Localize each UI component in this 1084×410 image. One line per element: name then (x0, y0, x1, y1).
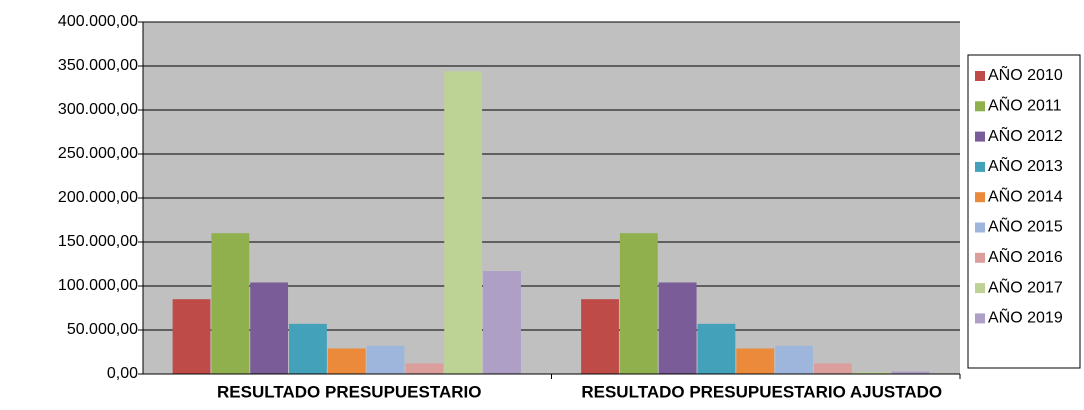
legend-swatch (975, 192, 985, 203)
bar (697, 323, 736, 374)
legend-swatch (975, 161, 985, 172)
bar (327, 348, 366, 374)
legend-label: AÑO 2011 (988, 95, 1062, 115)
bar (211, 233, 250, 374)
legend-swatch (975, 283, 985, 294)
bar (813, 363, 852, 374)
legend-swatch (975, 71, 985, 81)
legend-label: AÑO 2010 (988, 64, 1063, 84)
y-tick-label: 50.000,00 (67, 321, 138, 338)
bar (852, 372, 891, 374)
bar (775, 345, 813, 374)
y-tick-label: 300.000,00 (58, 101, 138, 118)
bar (172, 299, 211, 374)
bar (405, 363, 444, 374)
bar (736, 348, 775, 374)
y-tick-label: 350.000,00 (58, 57, 138, 74)
y-tick-label: 150.000,00 (58, 233, 138, 250)
x-tick-label: RESULTADO PRESUPUESTARIO AJUSTADO (581, 382, 942, 401)
legend-swatch (975, 131, 985, 142)
bar (366, 345, 405, 374)
bar (483, 271, 521, 374)
legend-label: AÑO 2017 (988, 276, 1063, 296)
bar (444, 71, 483, 374)
y-tick-label: 400.000,00 (58, 13, 138, 30)
bar (891, 371, 930, 374)
bar (289, 323, 327, 374)
y-tick-label: 200.000,00 (58, 189, 138, 206)
y-tick-label: 0,00 (107, 365, 138, 382)
x-tick-label: RESULTADO PRESUPUESTARIO (217, 382, 481, 401)
legend-label: AÑO 2013 (988, 155, 1063, 175)
bar (250, 282, 289, 374)
y-tick-label: 100.000,00 (58, 277, 138, 294)
legend-label: AÑO 2012 (988, 125, 1063, 145)
legend-swatch (975, 222, 985, 233)
legend-label: AÑO 2015 (988, 216, 1063, 236)
legend-swatch (975, 252, 985, 263)
legend-label: AÑO 2014 (988, 185, 1063, 205)
bar (658, 282, 697, 374)
bar (581, 299, 619, 374)
legend-label: AÑO 2019 (988, 307, 1063, 327)
legend-box (967, 54, 1081, 369)
bar (619, 233, 658, 374)
y-tick-label: 250.000,00 (58, 145, 138, 162)
legend-label: AÑO 2016 (988, 246, 1063, 266)
legend-swatch (975, 313, 985, 324)
legend-swatch (975, 101, 985, 112)
